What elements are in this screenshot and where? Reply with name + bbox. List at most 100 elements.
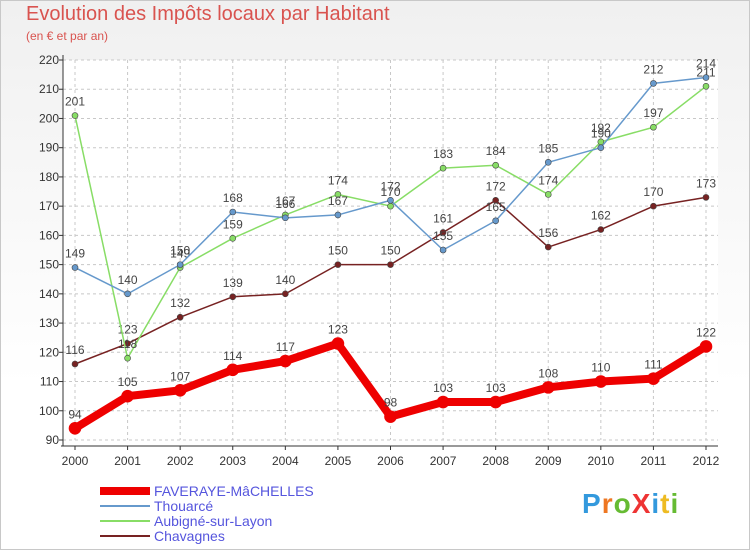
data-label: 174: [328, 173, 348, 187]
data-point: [176, 313, 184, 321]
data-point: [597, 226, 605, 233]
y-tick-label: 130: [39, 316, 59, 330]
data-point: [71, 112, 79, 119]
data-point: [121, 389, 134, 403]
data-label: 116: [65, 343, 84, 357]
logo-letter: r: [601, 488, 614, 519]
x-tick-label: 2001: [114, 454, 141, 468]
data-label: 156: [538, 226, 558, 240]
data-label: 183: [433, 147, 453, 161]
data-label: 117: [276, 340, 295, 354]
data-point: [334, 211, 342, 219]
data-point: [650, 80, 657, 87]
y-tick-label: 180: [39, 170, 59, 184]
data-label: 150: [380, 244, 400, 258]
data-label: 122: [696, 325, 716, 339]
data-point: [176, 261, 184, 268]
data-point: [702, 194, 710, 201]
data-point: [387, 197, 394, 204]
legend-label: Aubigné-sur-Layon: [154, 513, 273, 529]
data-point: [492, 161, 499, 169]
data-label: 214: [696, 57, 716, 71]
data-label: 98: [384, 396, 398, 410]
data-label: 150: [328, 244, 348, 258]
data-point: [597, 144, 605, 151]
data-label: 150: [170, 244, 190, 258]
data-point: [279, 354, 292, 368]
data-point: [650, 202, 657, 210]
data-point: [492, 197, 499, 204]
proxiti-logo: ProXiti: [582, 488, 679, 520]
data-label: 105: [118, 375, 138, 389]
data-label: 103: [486, 381, 506, 395]
logo-letter: i: [670, 488, 680, 519]
logo-letter: i: [651, 488, 661, 519]
data-label: 170: [380, 185, 400, 199]
data-label: 211: [696, 65, 715, 79]
legend-item: Thouarcé: [100, 499, 420, 514]
data-point: [387, 261, 394, 268]
x-tick-label: 2009: [535, 454, 562, 468]
x-tick-label: 2003: [219, 454, 246, 468]
x-tick-label: 2004: [272, 454, 299, 468]
data-label: 107: [170, 369, 190, 383]
y-tick-label: 220: [39, 53, 59, 67]
data-label: 172: [380, 179, 400, 193]
data-label: 108: [538, 366, 558, 380]
data-label: 168: [223, 191, 243, 205]
data-label: 197: [643, 106, 663, 120]
x-tick-label: 2002: [167, 454, 194, 468]
data-point: [439, 246, 447, 254]
legend-item: FAVERAYE-MâCHELLES: [100, 484, 420, 499]
chart-subtitle: (en € et par an): [26, 29, 109, 43]
legend-item: Aubigné-sur-Layon: [100, 514, 420, 529]
data-label: 161: [433, 211, 453, 225]
data-point: [124, 354, 131, 362]
data-label: 201: [65, 95, 85, 109]
data-label: 159: [223, 217, 243, 231]
data-label: 110: [591, 361, 610, 375]
data-point: [331, 337, 345, 350]
x-tick-label: 2011: [641, 454, 667, 468]
data-point: [702, 83, 710, 90]
data-label: 140: [118, 273, 138, 287]
data-label: 212: [643, 62, 663, 76]
y-tick-label: 150: [39, 258, 59, 272]
data-label: 172: [486, 179, 506, 193]
data-point: [229, 235, 237, 242]
data-point: [282, 290, 289, 298]
data-label: 103: [433, 381, 453, 395]
data-label: 118: [118, 337, 137, 351]
legend-label: FAVERAYE-MâCHELLES: [154, 483, 314, 499]
y-tick-label: 90: [46, 433, 60, 447]
data-point: [71, 264, 79, 271]
x-tick-label: 2012: [693, 454, 720, 468]
plot-area: [63, 60, 718, 440]
logo-letter: X: [631, 488, 652, 519]
data-point: [544, 243, 552, 251]
x-tick-label: 2000: [62, 454, 89, 468]
legend-swatch: [100, 487, 150, 495]
data-label: 185: [538, 141, 558, 155]
y-tick-label: 120: [39, 345, 59, 359]
data-point: [282, 214, 289, 222]
data-point: [650, 123, 657, 131]
data-point: [124, 290, 131, 298]
data-label: 155: [433, 229, 453, 243]
legend-swatch: [100, 520, 150, 522]
data-point: [436, 395, 450, 409]
x-tick-label: 2005: [325, 454, 352, 468]
y-tick-label: 110: [40, 375, 59, 389]
x-tick-label: 2008: [482, 454, 509, 468]
data-label: 149: [170, 247, 190, 261]
data-point: [68, 422, 82, 435]
data-label: 162: [591, 209, 611, 223]
data-point: [229, 208, 237, 216]
chart-title: Evolution des Impôts locaux par Habitant: [26, 3, 390, 25]
legend-swatch: [100, 535, 150, 537]
data-label: 166: [275, 197, 295, 211]
legend-item: Chavagnes: [100, 529, 420, 544]
data-label: 114: [223, 349, 242, 363]
data-point: [387, 202, 394, 210]
data-label: 192: [591, 121, 611, 135]
